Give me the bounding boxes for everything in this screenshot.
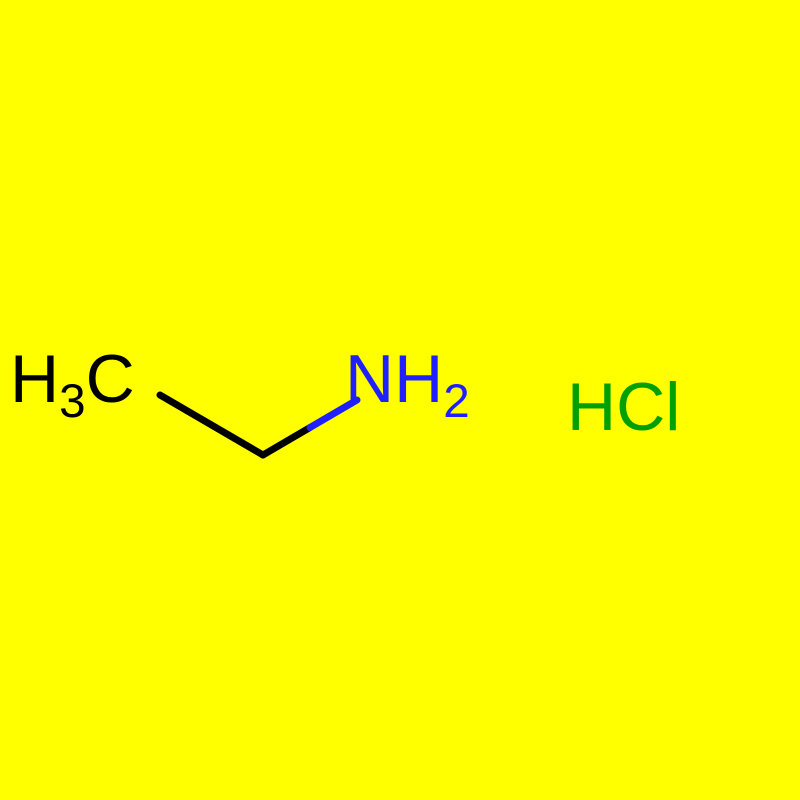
atom-label-ch3: H3C [10,340,135,429]
nh2-sub: 2 [443,375,469,428]
ch3-c: C [86,341,135,417]
salt-label-hcl: HCl [567,368,680,446]
hcl-text: HCl [567,369,680,445]
nh2-nh: NH [345,341,443,417]
atom-label-nh2: NH2 [345,340,470,429]
ch3-sub: 3 [59,375,85,428]
ch3-h: H [10,341,59,417]
